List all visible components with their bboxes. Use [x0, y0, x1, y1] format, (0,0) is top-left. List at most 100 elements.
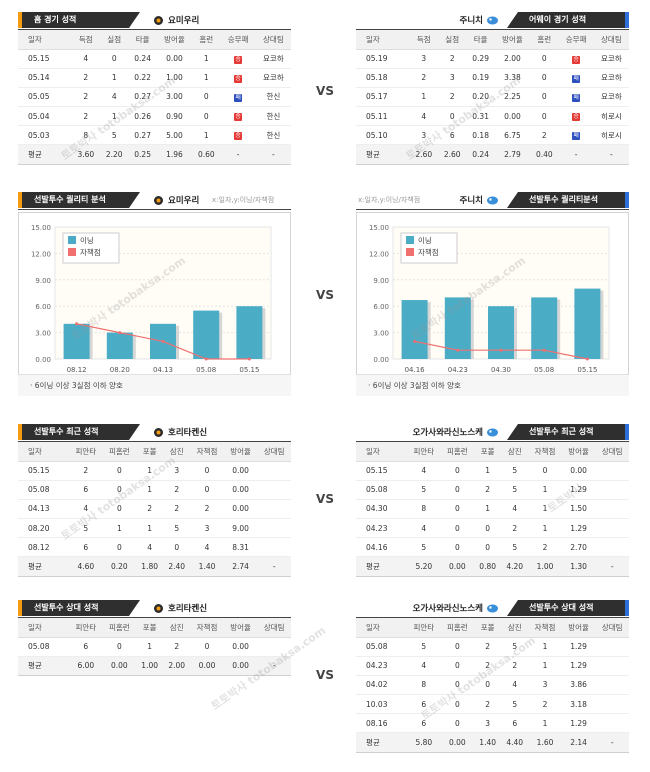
table-row: 05.10 3 6 0.18 6.75 2 패 히로시 [356, 125, 629, 146]
table-cell: 0 [440, 518, 475, 539]
versus-left-table: 일자 피안타 피홈런 포볼 삼진 자책점 방어율 상대팀 05.08 6 0 1 2 0 0.00 평균 6.0… [18, 618, 291, 676]
table-cell: 05.08 [356, 637, 408, 657]
recent-left-team[interactable]: 호리타켄신 [152, 426, 207, 438]
table-cell: 2 [71, 106, 100, 127]
table-cell: 1.29 [561, 637, 596, 657]
table-cell: 3 [474, 713, 502, 734]
x-tick-label: 05.15 [239, 366, 259, 374]
recent-right-team-label: 오가사와라신노스케 [412, 428, 483, 438]
table-cell: 평균 [356, 144, 410, 165]
average-row: 평균 6.00 0.00 1.00 2.00 0.00 0.00- [18, 656, 291, 676]
table-cell: 1.29 [561, 480, 596, 500]
table-cell: 0 [163, 537, 191, 558]
table-cell: 2.60 [438, 144, 467, 165]
table-row: 05.14 2 1 0.22 1.00 1 승 요코하 [18, 68, 291, 88]
table-row: 05.15 4 0 1 5 0 0.00 [356, 461, 629, 481]
table-header-row: 일자 피안타 피홈런 포볼 삼진 자책점 방어율 상대팀 [356, 442, 629, 462]
quality-right-team[interactable]: 주니치 [460, 194, 499, 206]
column-header: 포볼 [136, 442, 164, 462]
average-row: 평균 5.80 0.00 1.40 4.40 1.60 2.14- [356, 732, 629, 753]
table-cell: 4 [409, 106, 438, 127]
table-cell: 0 [474, 537, 502, 558]
table-cell: 5 [163, 518, 191, 539]
table-cell: 평균 [356, 556, 408, 577]
table-cell: 요코하 [593, 49, 629, 69]
quality-left-team[interactable]: 요미우리 [152, 194, 199, 206]
recent-right-team[interactable]: 오가사와라신노스케 [413, 426, 499, 438]
header-rule [356, 441, 629, 442]
table-cell: 평균 [18, 656, 70, 676]
column-header: 포볼 [136, 618, 164, 638]
column-header: 방어율 [223, 618, 258, 638]
table-cell: 1 [528, 713, 562, 734]
table-cell: 5.00 [156, 125, 193, 146]
table-cell: 08.20 [18, 518, 70, 539]
table-cell: 0 [528, 461, 562, 481]
home-team-name[interactable]: 요미우리 [152, 14, 199, 26]
table-cell: 6 [69, 480, 103, 500]
table-cell: 1.30 [561, 556, 596, 577]
table-row: 05.15 2 0 1 3 0 0.00 [18, 461, 291, 481]
recent-right-section: 선발투수 최근 성적 오가사와라신노스케 일자 피안타 피홈런 포볼 삼진 자책점 방어율 상… [356, 422, 629, 577]
x-tick-label: 05.15 [577, 366, 597, 374]
table-cell: 4 [407, 461, 441, 481]
column-header: 피안타 [407, 618, 441, 638]
table-cell: 0.00 [223, 656, 258, 676]
table-cell: 0.24 [466, 144, 495, 165]
table-cell: - [593, 144, 629, 165]
legend-swatch [68, 248, 76, 256]
table-cell: 3.60 [71, 144, 100, 165]
table-cell: 2 [501, 518, 529, 539]
table-cell: 5 [69, 518, 103, 539]
table-cell: 5 [407, 637, 441, 657]
versus-left-team[interactable]: 호리타켄신 [152, 602, 207, 614]
quality-left-team-label: 요미우리 [168, 196, 200, 206]
loss-badge: 패 [234, 93, 243, 102]
column-header: 방어율 [494, 30, 531, 50]
win-badge: 승 [234, 113, 243, 122]
table-cell: 2.14 [561, 732, 596, 753]
table-cell: 0 [102, 537, 137, 558]
dragons-logo-icon [487, 196, 498, 204]
loss-badge: 패 [572, 93, 581, 102]
table-cell: 0 [530, 68, 559, 88]
table-cell: 한신 [255, 125, 291, 146]
table-cell: 승 [220, 68, 256, 88]
table-row: 04.02 8 0 0 4 3 3.86 [356, 675, 629, 696]
x-tick-label: 04.30 [491, 366, 511, 374]
versus-left-section: 선발투수 상대 성적 호리타켄신 일자 피안타 피홈런 포볼 삼진 자책점 방어율 상대팀 05… [18, 598, 291, 676]
column-header: 피홈런 [102, 442, 137, 462]
table-cell [595, 537, 629, 558]
column-header: 피홈런 [102, 618, 137, 638]
header-rule [18, 29, 291, 30]
table-cell: 6.00 [69, 656, 103, 676]
away-team-name[interactable]: 주니치 [460, 14, 499, 26]
table-cell: 5 [501, 480, 529, 500]
table-cell: 05.10 [356, 125, 410, 146]
table-cell: 1 [100, 106, 129, 127]
table-cell: 0.27 [128, 87, 157, 108]
column-header: 피안타 [407, 442, 441, 462]
away-record-table: 일자 득점 실점 타율 방어율 홈런 승무패 상대팀 05.19 3 2 0.29 2.00 0 승 요코하 0… [356, 30, 629, 165]
table-cell: 2 [136, 499, 164, 520]
table-cell: 5 [501, 637, 529, 657]
table-cell: 1 [474, 499, 502, 520]
quality-left-chart: 0.00 3.00 6.00 9.00 12.00 15.00 08.12 08.20 04.1… [18, 212, 291, 392]
table-cell: 0 [190, 461, 224, 481]
table-cell: - [595, 732, 629, 753]
table-cell: 2 [474, 637, 502, 657]
versus-right-team[interactable]: 오가사와라신노스케 [413, 602, 499, 614]
recent-left-table: 일자 피안타 피홈런 포볼 삼진 자책점 방어율 상대팀 05.15 2 0 1 3 0 0.00 05.08… [18, 442, 291, 577]
column-header: 포볼 [474, 618, 502, 638]
earned-runs-point [247, 357, 251, 361]
average-row: 평균 5.20 0.00 0.80 4.20 1.00 1.30- [356, 556, 629, 577]
table-cell: 요코하 [255, 68, 291, 88]
table-cell: 1 [528, 656, 562, 676]
column-header: 승무패 [558, 30, 594, 50]
legend-label: 이닝 [418, 235, 432, 245]
table-cell [257, 637, 291, 657]
table-cell: 승 [220, 106, 256, 127]
innings-bar [401, 300, 428, 359]
